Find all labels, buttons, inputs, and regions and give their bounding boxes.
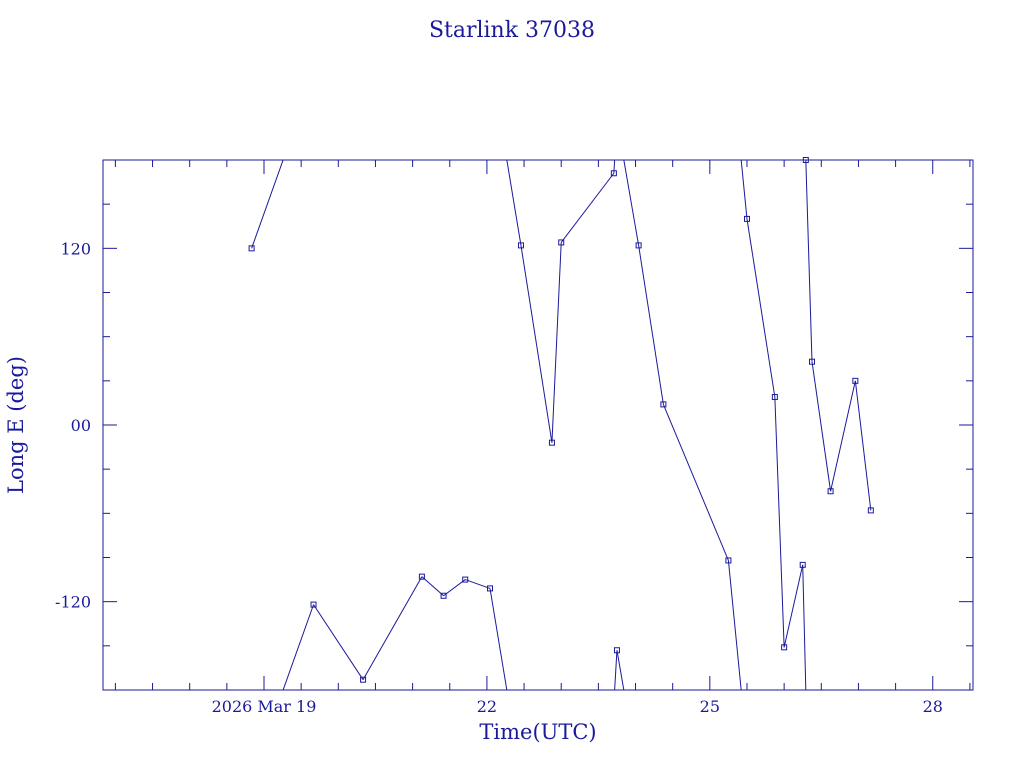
series-segment [560,172,615,243]
x-tick-label: 2026 Mar 19 [212,697,317,716]
series-segment [506,160,522,246]
data-point [462,576,469,583]
x-tick-label: 28 [923,697,943,716]
series-segment [854,380,872,511]
series-segment [783,564,804,648]
series-segment [465,579,491,589]
tick-labels: 120 00 -120 2026 Mar 19 22 25 28 [55,239,943,716]
axis-ticks [103,159,973,691]
data-point [781,644,788,651]
series-segment [614,650,618,690]
data-series [251,160,872,690]
series-segment [251,160,284,249]
y-axis-label: Long E (deg) [4,356,28,494]
plot-frame [102,159,974,691]
data-point [613,647,620,654]
data-point [548,439,555,446]
data-point [558,239,565,246]
series-segment [811,361,832,492]
data-point [418,573,425,580]
data-point [310,601,317,608]
data-markers [248,157,874,683]
series-segment [313,604,364,680]
series-segment [489,588,508,690]
series-segment [746,218,776,398]
data-point [517,242,524,249]
data-point [610,170,617,177]
data-point [248,245,255,252]
x-tick-label: 25 [700,697,720,716]
series-segment [551,242,562,443]
data-point [852,377,859,384]
series-segment [774,397,785,648]
data-point [635,242,642,249]
data-point [440,592,447,599]
data-point [799,561,806,568]
data-point [743,215,750,222]
series-segment [613,160,616,174]
series-segment [520,245,553,443]
data-point [809,358,816,365]
series-segment [805,160,813,362]
x-tick-label: 22 [477,697,497,716]
series-segment [443,579,466,597]
data-point [487,585,494,592]
series-segment [727,560,742,690]
data-point [725,557,732,564]
data-point [771,394,778,401]
data-point [660,401,667,408]
chart-title: Starlink 37038 [429,18,595,43]
series-segment [282,604,315,690]
data-point [867,507,874,514]
series-segment [740,160,748,219]
data-point [802,157,809,163]
series-segment [830,380,856,492]
series-segment [616,650,625,690]
y-tick-label: 120 [60,239,91,258]
series-segment [662,404,729,561]
series-segment [623,160,640,246]
x-axis-label: Time(UTC) [479,720,596,744]
series-segment [362,576,423,680]
y-tick-label: -120 [55,593,91,612]
series-segment [638,245,664,405]
series-segment [805,160,806,161]
data-point [360,676,367,683]
series-segment [802,564,807,690]
y-tick-label: 00 [71,416,91,435]
data-point [827,488,834,495]
series-segment [421,576,444,597]
